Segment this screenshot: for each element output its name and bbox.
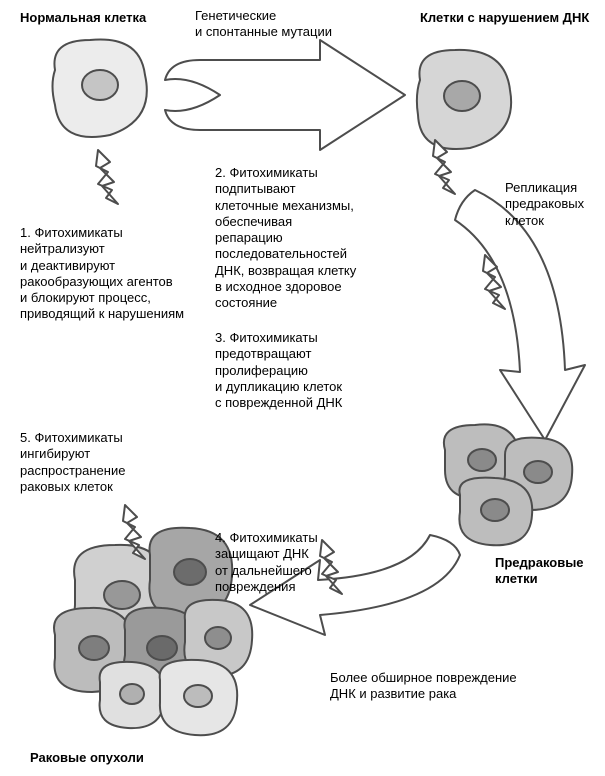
annotation-3: 3. Фитохимикаты предотвращают пролиферац…	[215, 330, 385, 411]
annotation-2: 2. Фитохимикаты подпитывают клеточные ме…	[215, 165, 385, 311]
heading-damaged-cells: Клетки с нарушением ДНК	[420, 10, 589, 26]
diagram-stage: Нормальная клетка Клетки с нарушением ДН…	[0, 0, 605, 776]
heading-precancer-cells: Предраковые клетки	[495, 555, 584, 588]
arrow-mutations	[165, 40, 405, 150]
arrow-label-progression: Более обширное повреждение ДНК и развити…	[330, 670, 517, 703]
arrow-label-replication: Репликация предраковых клеток	[505, 180, 584, 229]
arrow-label-mutations: Генетические и спонтанные мутации	[195, 8, 332, 41]
annotation-4: 4. Фитохимикаты защищают ДНК от дальнейш…	[215, 530, 365, 595]
heading-normal-cell: Нормальная клетка	[20, 10, 146, 26]
annotation-1: 1. Фитохимикаты нейтрализуют и деактивир…	[20, 225, 190, 323]
damaged-cell	[417, 50, 511, 149]
bolt-icon	[96, 150, 118, 204]
annotation-5: 5. Фитохимикаты ингибируют распространен…	[20, 430, 170, 495]
precancer-cluster	[444, 424, 572, 545]
normal-cell	[53, 39, 147, 137]
heading-cancer-tumors: Раковые опухоли	[30, 750, 144, 766]
